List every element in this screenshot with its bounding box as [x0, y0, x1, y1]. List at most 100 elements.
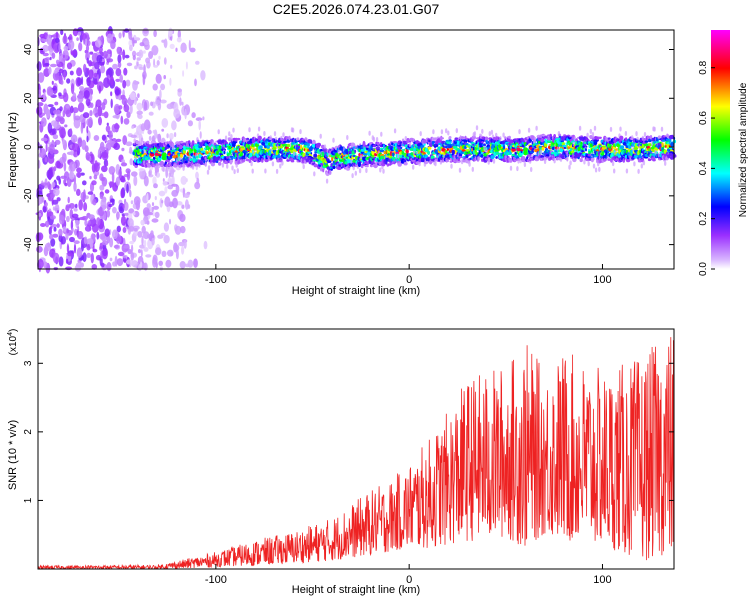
noise-blob	[76, 247, 83, 258]
ridge-cell	[540, 137, 545, 143]
noise-blob	[188, 39, 191, 51]
noise-blob	[161, 128, 165, 132]
ridge-halo	[471, 166, 474, 172]
ridge-halo	[251, 168, 254, 174]
ridge-cell	[154, 152, 159, 156]
noise-blob	[36, 246, 43, 253]
noise-blob	[112, 63, 118, 70]
noise-blob	[153, 30, 157, 38]
noise-blob	[86, 243, 91, 251]
noise-blob	[101, 152, 109, 161]
ridge-cell	[218, 145, 222, 149]
ridge-cell	[660, 157, 663, 160]
noise-blob	[42, 58, 45, 68]
noise-blob	[101, 134, 106, 141]
ridge-cell	[607, 137, 611, 140]
snr-y-tick-label: 3	[23, 360, 34, 366]
noise-blob	[71, 227, 74, 233]
noise-blob	[66, 177, 72, 187]
noise-blob	[119, 175, 126, 183]
noise-blob	[106, 49, 112, 55]
ridge-cell	[533, 136, 536, 141]
noise-blob	[143, 175, 149, 187]
ridge-halo	[633, 161, 636, 167]
noise-blob	[98, 116, 102, 126]
ridge-cell	[210, 162, 216, 167]
noise-blob	[93, 135, 100, 141]
ridge-halo	[499, 136, 502, 142]
ridge-halo	[379, 167, 382, 173]
ridge-cell	[152, 156, 156, 160]
noise-blob	[83, 90, 90, 99]
ridge-cell	[362, 152, 368, 156]
noise-blob	[101, 240, 109, 246]
ridge-cell	[467, 153, 471, 156]
noise-blob	[118, 32, 122, 39]
noise-blob	[69, 208, 74, 220]
ridge-halo	[206, 169, 210, 175]
noise-blob	[112, 115, 120, 119]
noise-blob	[37, 102, 44, 107]
noise-blob	[93, 162, 100, 172]
noise-blob	[130, 200, 134, 205]
ridge-halo	[530, 167, 533, 172]
noise-blob	[101, 177, 105, 182]
noise-blob	[179, 261, 186, 269]
colorbar: 0.0 0.2 0.4 0.6 0.8 Normalized spectral ampl…	[698, 30, 749, 276]
noise-blob	[132, 54, 136, 61]
ridge-cell	[507, 157, 512, 160]
noise-blob	[152, 212, 155, 217]
noise-blob	[108, 130, 113, 141]
noise-blob	[44, 62, 50, 66]
ridge-cell	[601, 145, 607, 148]
snr-x-tick-label: 0	[406, 574, 412, 586]
ridge-cell	[521, 159, 526, 162]
noise-blob	[55, 59, 60, 65]
noise-blob	[80, 123, 84, 134]
ridge-cell	[305, 137, 308, 142]
ridge-cell	[316, 142, 321, 147]
noise-blob	[146, 203, 151, 209]
noise-blob	[91, 180, 97, 186]
ridge-halo	[273, 131, 277, 137]
noise-blob	[68, 203, 75, 209]
noise-blob	[138, 49, 144, 59]
spectrogram-y-tick-label: -20	[23, 188, 34, 203]
ridge-halo	[643, 132, 647, 137]
noise-blob	[44, 202, 48, 207]
ridge-cell	[152, 164, 155, 167]
noise-blob	[77, 226, 80, 232]
ridge-cell	[601, 151, 605, 155]
noise-blob	[51, 52, 56, 59]
ridge-halo	[281, 160, 284, 166]
ridge-cell	[603, 158, 607, 161]
ridge-cell	[400, 146, 403, 149]
ridge-cell	[480, 154, 484, 158]
noise-blob	[173, 108, 181, 119]
noise-blob	[169, 43, 175, 50]
noise-blob	[141, 235, 144, 246]
ridge-halo	[492, 158, 496, 164]
noise-blob	[66, 62, 73, 70]
ridge-cell	[636, 140, 640, 143]
noise-blob	[181, 245, 185, 255]
snr-x-tick-label: -100	[205, 574, 227, 586]
ridge-cell	[625, 137, 628, 141]
noise-blob	[181, 204, 185, 209]
ridge-cell	[495, 156, 498, 159]
ridge-cell	[597, 136, 602, 139]
noise-blob	[175, 184, 180, 194]
noise-blob	[128, 31, 133, 40]
noise-blob	[96, 217, 101, 226]
noise-blob	[140, 219, 145, 226]
noise-blob	[99, 184, 105, 191]
ridge-cell	[136, 149, 140, 154]
noise-blob	[63, 162, 67, 172]
noise-blob	[87, 220, 91, 226]
ridge-cell	[266, 144, 271, 149]
noise-blob	[180, 175, 187, 185]
noise-blob	[72, 92, 77, 100]
noise-blob	[143, 247, 149, 252]
ridge-cell	[454, 137, 459, 140]
ridge-cell	[142, 141, 145, 144]
